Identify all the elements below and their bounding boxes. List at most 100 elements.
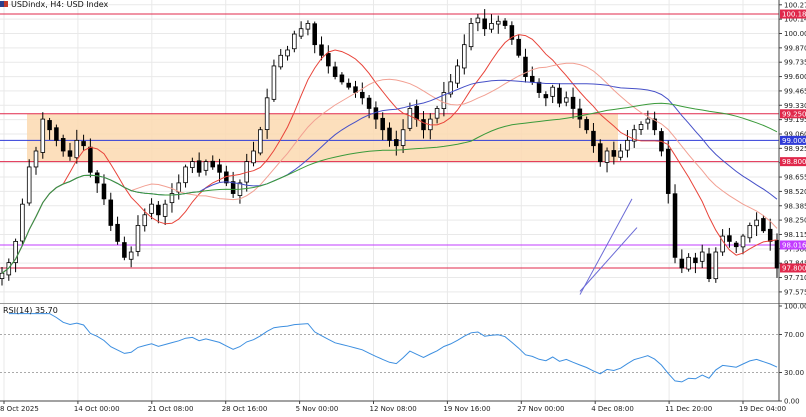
- time-tick-label: 27 Nov 00:00: [517, 405, 564, 413]
- candle-body: [251, 150, 256, 164]
- candle-body: [26, 166, 32, 204]
- candle-body: [591, 130, 596, 147]
- candle-body: [190, 161, 195, 168]
- candle-body: [339, 74, 345, 83]
- candle-body: [618, 150, 623, 158]
- candle-body: [285, 49, 290, 57]
- candle-body: [570, 96, 576, 109]
- candle-body: [489, 22, 494, 30]
- price-level-label: 98.800: [782, 158, 806, 166]
- time-tick-label: 11 Dec 20:00: [665, 405, 712, 413]
- candle-body: [462, 44, 467, 69]
- price-level-tag: [780, 263, 806, 273]
- candle-body: [455, 65, 460, 84]
- price-level-label: 100.188: [782, 11, 806, 19]
- candle-body: [394, 139, 399, 147]
- candle-body: [54, 127, 59, 141]
- candle-body: [203, 161, 209, 171]
- candle-body: [754, 219, 759, 227]
- candle-body: [523, 56, 528, 77]
- price-tick-label: 100.140: [784, 16, 806, 24]
- price-tick-label: 98.925: [784, 145, 806, 153]
- price-tick-label: 99.060: [784, 130, 806, 138]
- candle-body: [13, 240, 18, 264]
- candle-body: [346, 82, 351, 88]
- candle-body: [108, 199, 114, 226]
- price-tick-label: 98.655: [784, 174, 806, 182]
- candle-body: [74, 139, 80, 159]
- time-tick-label: 12 Nov 08:00: [370, 405, 417, 413]
- candle-body: [210, 160, 216, 168]
- price-level-label: 97.800: [782, 264, 806, 272]
- price-level-tag: [780, 157, 806, 167]
- candle-body: [149, 203, 154, 214]
- candle-body: [326, 53, 331, 67]
- price-level-tag: [780, 135, 806, 145]
- channel-lower-line: [579, 227, 638, 292]
- time-tick-label: 19 Nov 16:00: [443, 405, 490, 413]
- candle-body: [665, 148, 671, 194]
- candle-body: [448, 81, 453, 95]
- candle-body: [407, 108, 413, 129]
- time-tick-label: 5 Nov 00:00: [296, 405, 339, 413]
- price-level-tag: [780, 240, 806, 250]
- moving-average-line: [1, 102, 778, 274]
- candle-body: [502, 20, 508, 26]
- candle-body: [400, 129, 406, 146]
- candle-body: [536, 81, 542, 93]
- rsi-label: RSI(14) 35.70: [3, 306, 58, 315]
- candle-body: [631, 129, 637, 142]
- price-tick-label: 97.575: [784, 288, 806, 296]
- candle-body: [611, 150, 617, 157]
- price-tick-label: 99.600: [784, 73, 806, 81]
- moving-average-line: [1, 62, 778, 274]
- price-tick-label: 99.330: [784, 102, 806, 110]
- candle-body: [183, 166, 188, 184]
- candle-body: [693, 257, 698, 264]
- candle-body: [380, 117, 385, 131]
- candle-body: [496, 20, 501, 25]
- rsi-tick-label: 100.00: [784, 303, 806, 311]
- candle-body: [128, 251, 134, 260]
- candle-body: [509, 25, 515, 40]
- candle-body: [597, 143, 603, 163]
- candle-body: [727, 235, 732, 242]
- candle-body: [94, 172, 100, 184]
- candle-body: [258, 129, 263, 154]
- candle-body: [142, 214, 148, 227]
- moving-average-line: [1, 34, 778, 274]
- candle-body: [563, 97, 569, 103]
- candle-body: [638, 124, 644, 130]
- price-level-label: 99.000: [782, 137, 806, 145]
- time-tick-label: 21 Oct 08:00: [148, 405, 194, 413]
- rsi-tick-label: 30.00: [784, 369, 804, 377]
- candle-body: [645, 118, 651, 124]
- candle-body: [67, 150, 73, 157]
- candle-body: [713, 251, 719, 280]
- candle-body: [767, 228, 773, 242]
- price-tick-label: 98.115: [784, 231, 806, 239]
- price-level-label: 98.016: [782, 242, 806, 250]
- candle-body: [196, 160, 202, 173]
- candle-body: [292, 33, 297, 50]
- price-level-tag: [780, 109, 806, 119]
- time-tick-label: 8 Oct 2025: [0, 405, 39, 413]
- time-tick-label: 14 Oct 00:00: [74, 405, 120, 413]
- rsi-tick-label: 0.00: [784, 398, 800, 406]
- candle-body: [373, 107, 379, 120]
- candle-body: [230, 181, 236, 194]
- price-tick-label: 100.275: [784, 1, 806, 9]
- price-tick-label: 99.735: [784, 59, 806, 67]
- candle-body: [81, 141, 86, 147]
- candle-body: [101, 183, 107, 200]
- candle-body: [387, 127, 392, 141]
- candle-body: [122, 242, 127, 258]
- candle-body: [60, 138, 66, 152]
- time-tick-label: 19 Dec 04:00: [739, 405, 786, 413]
- candle-body: [421, 119, 426, 131]
- candle-body: [312, 23, 317, 46]
- chart-title: USDindx, H4: USD Index: [11, 0, 109, 9]
- candle-body: [156, 204, 161, 216]
